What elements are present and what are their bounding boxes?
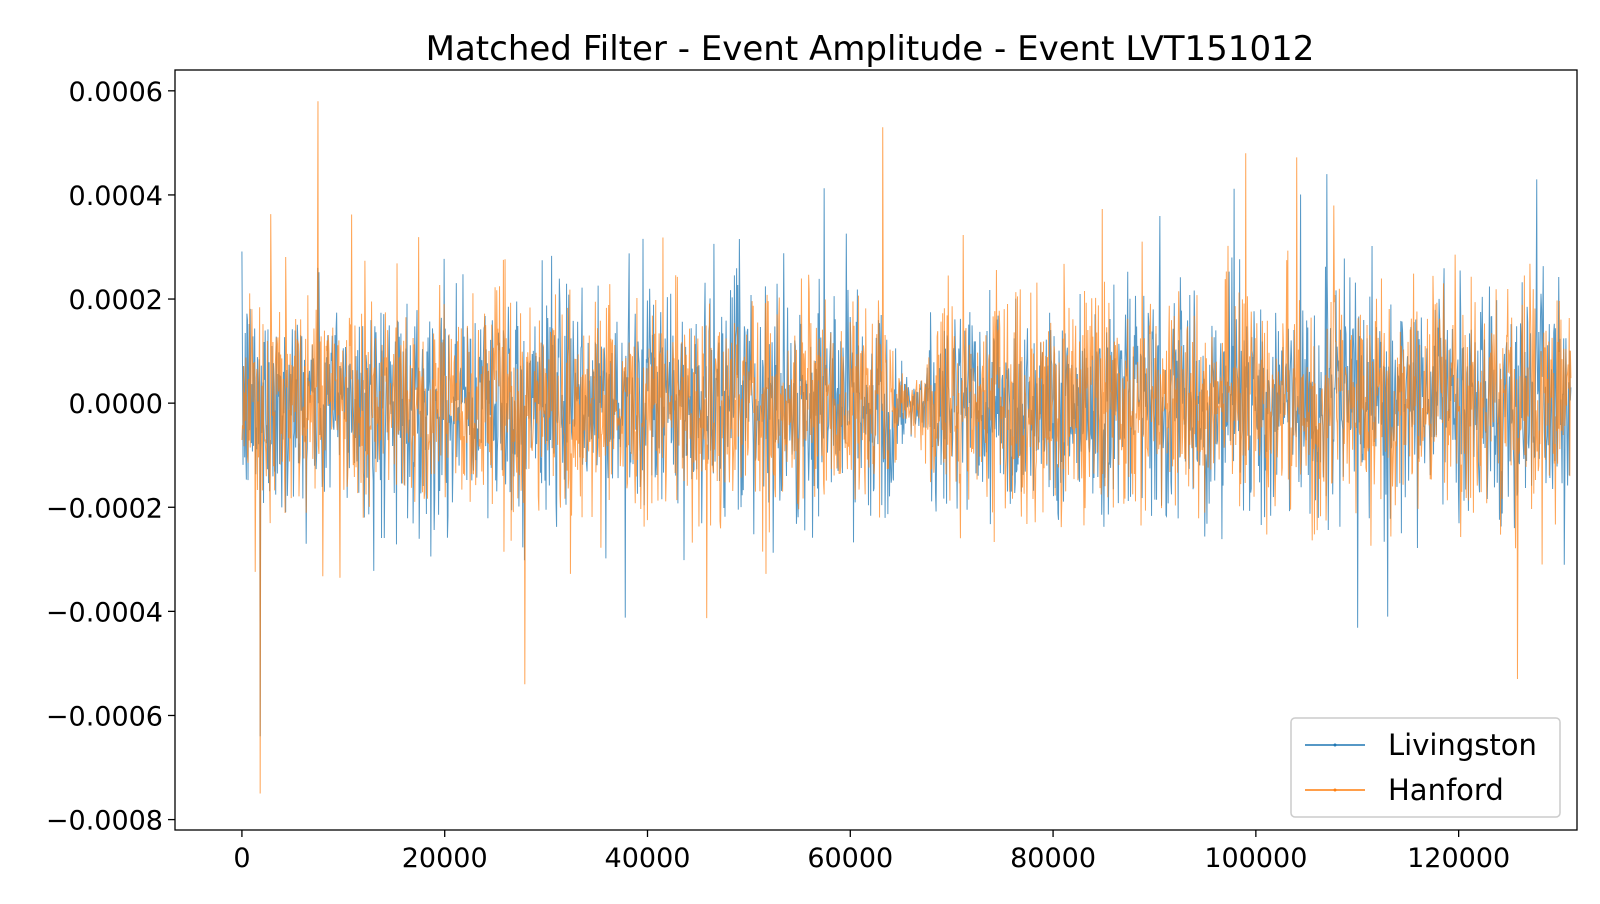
y-tick-label: −0.0008 bbox=[46, 806, 163, 837]
y-tick-label: −0.0002 bbox=[46, 493, 163, 524]
y-tick-label: −0.0006 bbox=[46, 701, 163, 732]
y-tick-label: −0.0004 bbox=[46, 597, 163, 628]
x-tick-label: 0 bbox=[233, 843, 250, 874]
legend-label-livingston: Livingston bbox=[1388, 728, 1537, 762]
legend-box bbox=[1290, 717, 1561, 818]
y-tick-label: 0.0000 bbox=[69, 389, 163, 420]
y-tick-label: 0.0006 bbox=[69, 77, 163, 108]
legend-marker-livingston bbox=[1333, 743, 1337, 747]
axes-layer: 0 20000 40000 60000 80000 100000 120000 0.0006 0… bbox=[46, 77, 1510, 874]
legend: Livingston Hanford bbox=[1290, 717, 1561, 818]
x-tick-label: 80000 bbox=[1010, 843, 1096, 874]
legend-label-hanford: Hanford bbox=[1388, 773, 1504, 807]
x-tick-label: 100000 bbox=[1204, 843, 1307, 874]
series-layer bbox=[241, 101, 1572, 794]
chart-title: Matched Filter - Event Amplitude - Event… bbox=[426, 29, 1315, 69]
y-tick-label: 0.0004 bbox=[69, 181, 163, 212]
plot-frame bbox=[174, 69, 1578, 831]
series-line-livingston bbox=[241, 174, 1572, 737]
x-tick-label: 20000 bbox=[402, 843, 488, 874]
y-tick-label: 0.0002 bbox=[69, 285, 163, 316]
legend-marker-hanford bbox=[1333, 788, 1337, 792]
x-tick-label: 60000 bbox=[807, 843, 893, 874]
series-line-hanford bbox=[241, 101, 1572, 794]
x-tick-label: 120000 bbox=[1407, 843, 1510, 874]
x-tick-label: 40000 bbox=[605, 843, 691, 874]
